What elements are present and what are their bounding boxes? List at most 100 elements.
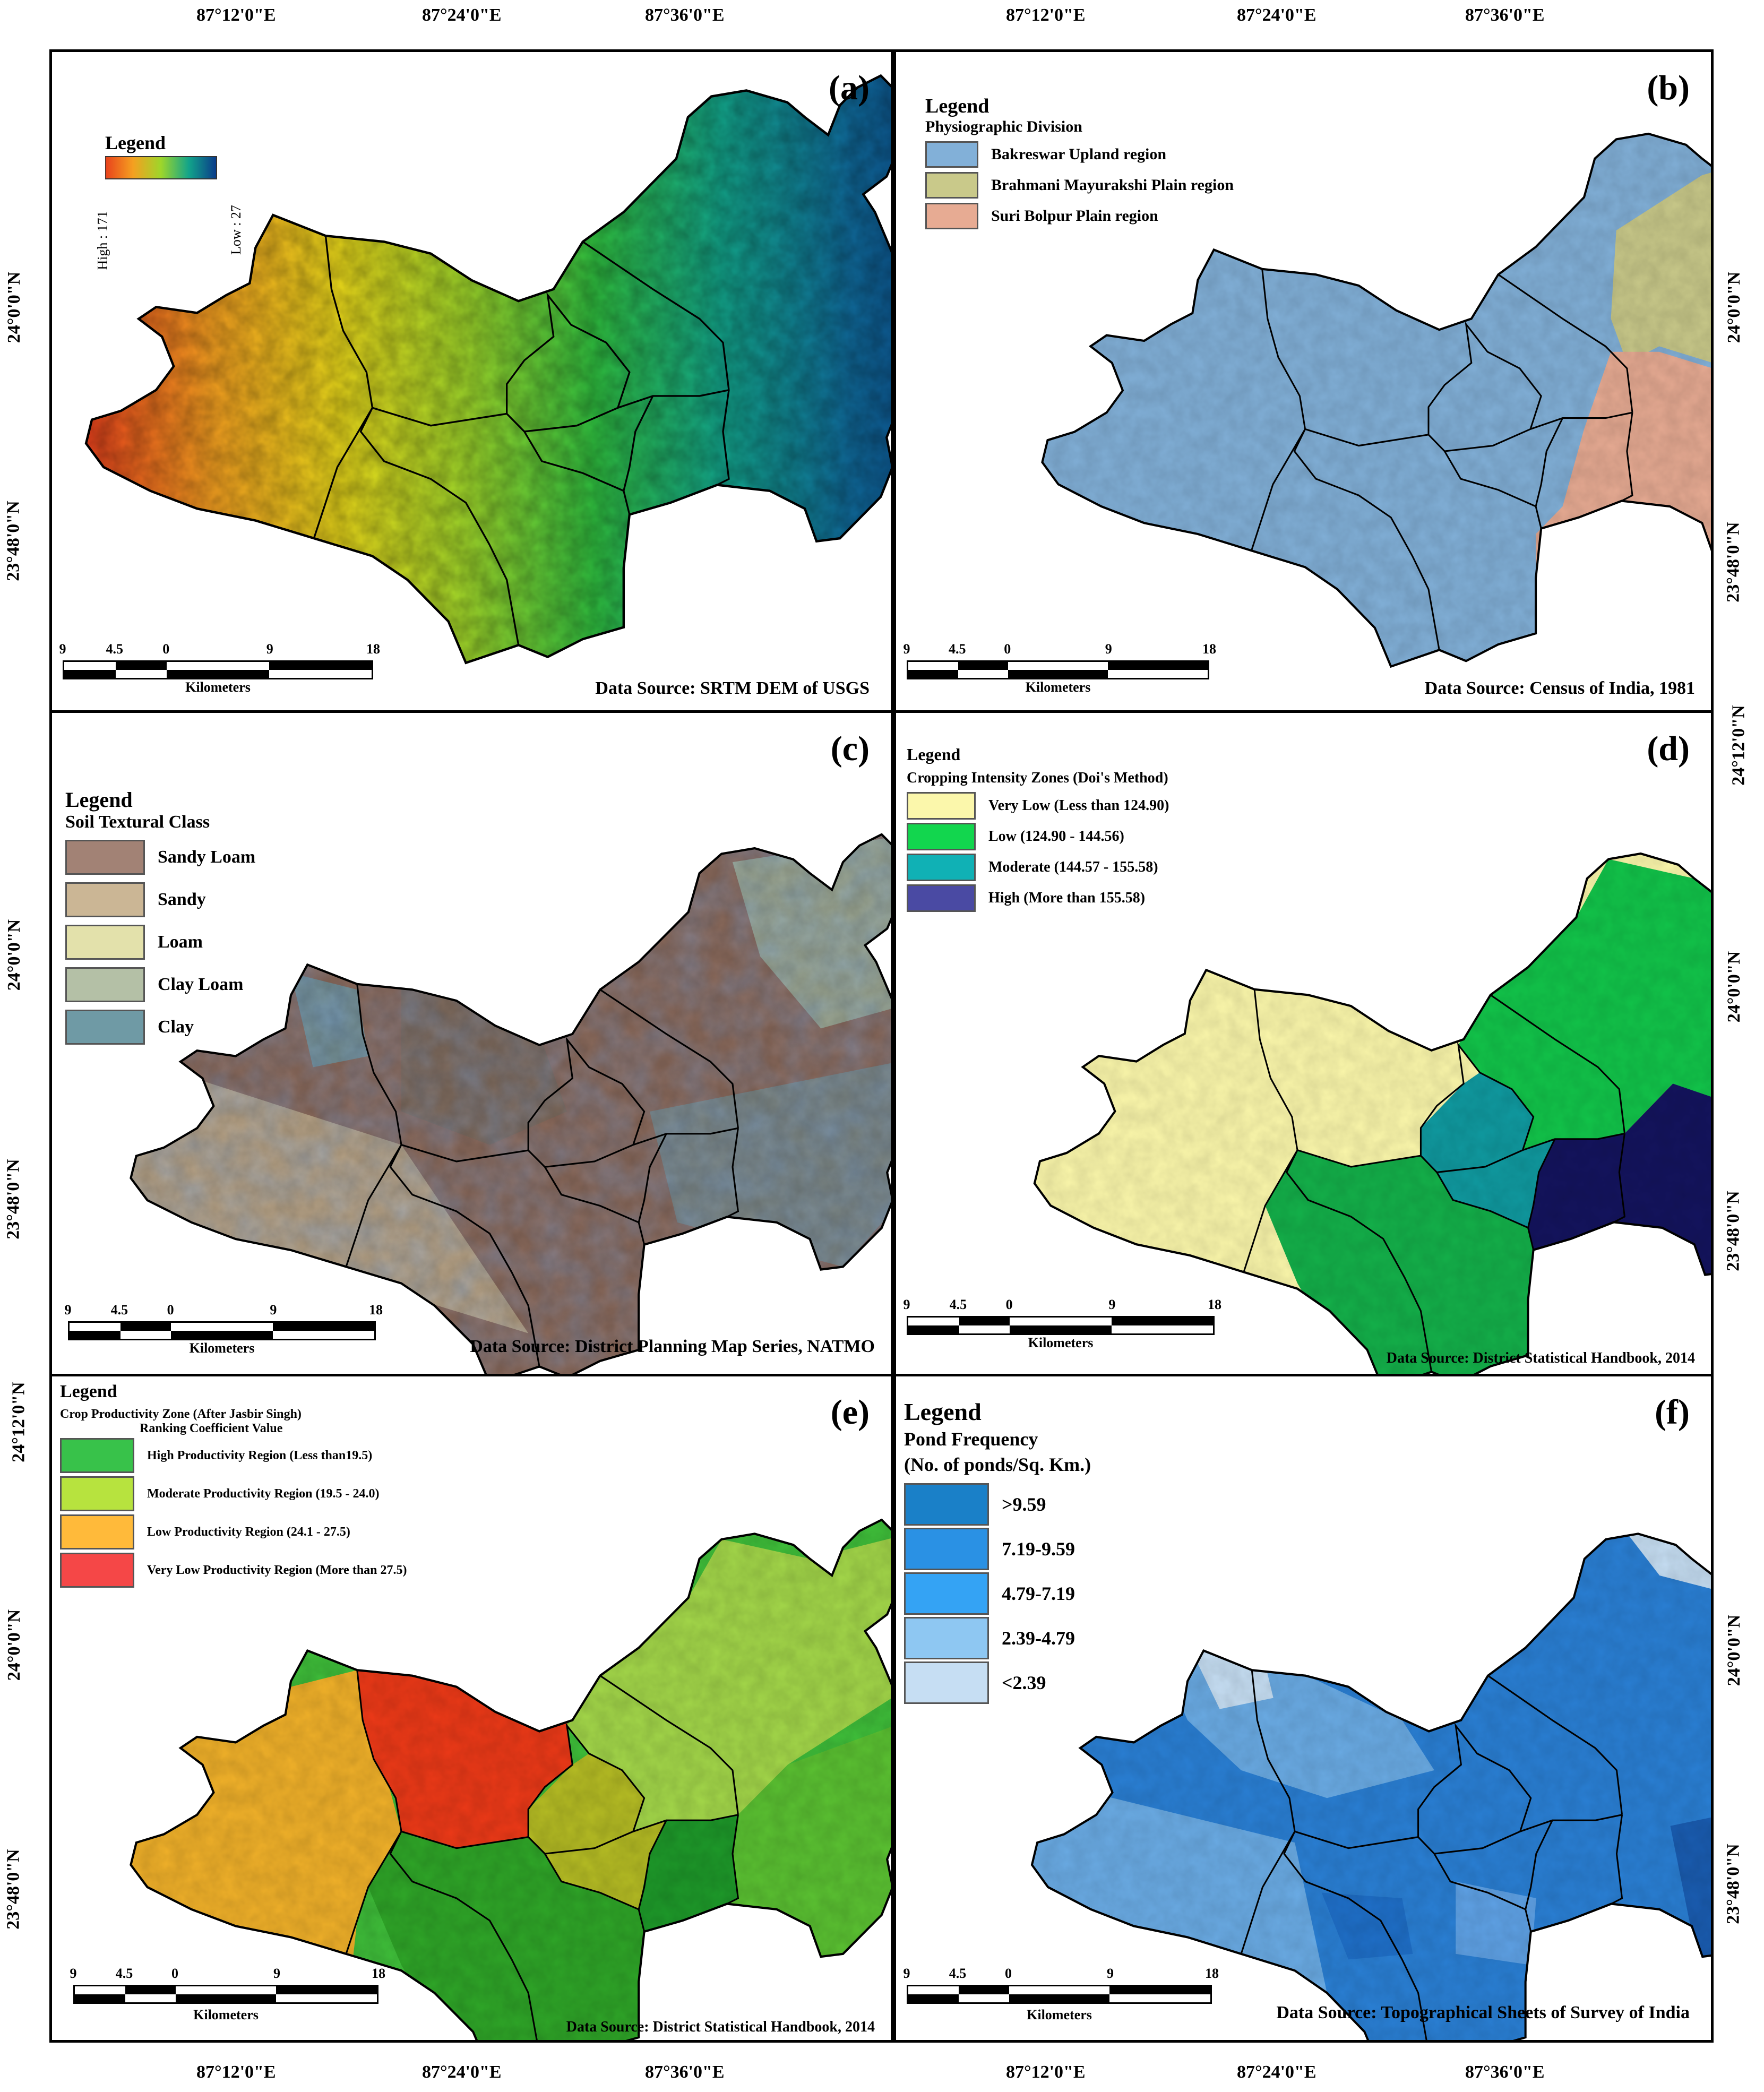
legend-item: 2.39-4.79 [904, 1617, 1091, 1659]
scale-bar: 9 4.5 0 9 18 Kilometers [64, 1302, 383, 1356]
lon-label: 87°24'0"E [422, 5, 502, 25]
scale-unit: Kilometers [1025, 679, 1091, 695]
legend: Legend Physiographic Division Bakreswar … [925, 94, 1234, 229]
scale-unit: Kilometers [193, 2007, 259, 2022]
legend-title: Legend [105, 132, 166, 153]
legend-item: Moderate Productivity Region (19.5 - 24.… [60, 1476, 407, 1511]
legend-item: <2.39 [904, 1661, 1091, 1704]
legend-item: Low Productivity Region (24.1 - 27.5) [60, 1514, 407, 1549]
lat-label: 24°0'0"N [4, 271, 24, 343]
legend-subtitle: Pond Frequency [904, 1428, 1038, 1450]
lat-label: 24°0'0"N [4, 919, 24, 991]
legend-title: Legend [65, 788, 133, 812]
legend-item: Very Low Productivity Region (More than … [60, 1553, 407, 1588]
panel-d-cropping-intensity-map: (d) Legend Cropping Intensity Zones (Doi… [893, 710, 1714, 1376]
legend-item: 7.19-9.59 [904, 1528, 1091, 1570]
lat-label: 24°0'0"N [1724, 1614, 1744, 1686]
panel-f-pond-frequency-map: (f) Legend Pond Frequency (No. of ponds/… [893, 1374, 1714, 2043]
legend-item: Bakreswar Upland region [925, 141, 1234, 168]
legend-item: Moderate (144.57 - 155.58) [907, 854, 1169, 881]
lon-label: 87°36'0"E [1465, 5, 1545, 25]
legend-item: Clay Loam [65, 967, 255, 1002]
lat-label: 23°48'0"N [1723, 1191, 1743, 1271]
cropping-intensity-map [896, 713, 1711, 1374]
panel-label: (f) [1655, 1393, 1690, 1432]
legend-item: >9.59 [904, 1483, 1091, 1526]
panel-label: (a) [829, 68, 870, 107]
lat-label: 24°12'0"N [1728, 705, 1749, 786]
scale-bar: 9 4.5 0 9 18 Kilometers [59, 641, 381, 695]
data-source: Data Source: District Statistical Handbo… [1386, 1350, 1695, 1366]
legend: Legend Crop Productivity Zone (After Jas… [60, 1382, 407, 1588]
panel-label: (d) [1647, 729, 1690, 768]
legend-item: Sandy [65, 882, 255, 917]
legend-subtitle: Cropping Intensity Zones (Doi's Method) [907, 770, 1168, 786]
low-value-label: Low : 27 [228, 205, 244, 255]
legend-subtitle: Physiographic Division [925, 118, 1082, 135]
scale-bar: 9 4.5 0 9 18 Kilometers [903, 641, 1217, 695]
legend-subtitle-2: (No. of ponds/Sq. Km.) [904, 1454, 1091, 1475]
legend-item: Sandy Loam [65, 840, 255, 875]
data-source: Data Source: SRTM DEM of USGS [595, 678, 870, 698]
legend-subtitle: Soil Textural Class [65, 812, 210, 832]
scale-unit: Kilometers [189, 1340, 255, 1356]
lon-label: 87°36'0"E [645, 2062, 725, 2082]
legend-item: High Productivity Region (Less than19.5) [60, 1438, 407, 1473]
data-source: Data Source: District Planning Map Serie… [470, 1337, 875, 1356]
legend: Legend Cropping Intensity Zones (Doi's M… [907, 745, 1169, 912]
panel-label: (b) [1647, 68, 1690, 107]
lon-label: 87°12'0"E [1006, 5, 1086, 25]
legend-subtitle: Crop Productivity Zone (After Jasbir Sin… [60, 1407, 302, 1421]
legend-item: Loam [65, 925, 255, 960]
legend-item: Brahmani Mayurakshi Plain region [925, 172, 1234, 199]
lon-label: 87°24'0"E [422, 2062, 502, 2082]
lon-label: 87°24'0"E [1237, 5, 1316, 25]
scale-bar: 9 4.5 0 9 18 Kilometers [903, 1297, 1222, 1350]
lat-label: 24°12'0"N [8, 1382, 29, 1462]
panel-label: (e) [830, 1393, 870, 1432]
legend-item: High (More than 155.58) [907, 884, 1169, 912]
lat-label: 24°0'0"N [4, 1609, 24, 1681]
crop-productivity-map [52, 1376, 891, 2040]
lon-label: 87°12'0"E [196, 2062, 276, 2082]
panel-b-physiographic-map: (b) Legend Physiographic Division Bakres… [893, 49, 1714, 713]
legend-title: Legend [904, 1398, 982, 1425]
data-source: Data Source: District Statistical Handbo… [566, 2019, 875, 2035]
legend: Legend [105, 132, 222, 183]
lon-label: 87°36'0"E [645, 5, 725, 25]
lat-label: 23°48'0"N [1723, 1844, 1743, 1924]
scale-unit: Kilometers [1027, 2007, 1092, 2022]
scale-bar: 9 4.5 0 9 18 Kilometers [903, 1966, 1219, 2022]
scale-unit: Kilometers [185, 679, 251, 695]
lon-label: 87°24'0"E [1237, 2062, 1316, 2082]
scale-unit: Kilometers [1028, 1335, 1094, 1350]
legend-item: Suri Bolpur Plain region [925, 203, 1234, 229]
panel-c-soil-map: (c) Legend Soil Textural Class Sandy Loa… [49, 710, 893, 1376]
legend: Legend Pond Frequency (No. of ponds/Sq. … [904, 1398, 1091, 1704]
high-value-label: High : 171 [94, 211, 110, 270]
soil-texture-map [52, 713, 891, 1374]
panel-a-elevation-map: (a) Legend High : 171 Low : 27 9 4.5 0 9 18 … [49, 49, 893, 713]
lat-label: 24°0'0"N [1724, 951, 1744, 1023]
lat-label: 23°48'0"N [3, 1849, 23, 1930]
legend-item: Clay [65, 1010, 255, 1045]
scale-bar: 9 4.5 0 9 18 Kilometers [70, 1966, 386, 2022]
elevation-color-ramp [105, 156, 217, 179]
legend-title: Legend [925, 95, 989, 117]
lat-label: 23°48'0"N [1723, 522, 1743, 602]
lat-label: 23°48'0"N [3, 501, 23, 581]
lon-label: 87°12'0"E [1006, 2062, 1086, 2082]
data-source: Data Source: Census of India, 1981 [1424, 678, 1695, 698]
legend-title: Legend [907, 745, 961, 764]
legend-item: Low (124.90 - 144.56) [907, 823, 1169, 850]
panel-e-crop-productivity-map: (e) Legend Crop Productivity Zone (After… [49, 1374, 893, 2043]
legend-subtitle-2: Ranking Coefficient Value [140, 1422, 283, 1435]
lon-label: 87°36'0"E [1465, 2062, 1545, 2082]
lon-label: 87°12'0"E [196, 5, 276, 25]
legend-item: 4.79-7.19 [904, 1572, 1091, 1615]
legend-title: Legend [60, 1382, 117, 1401]
legend: Legend Soil Textural Class Sandy Loam Sa… [65, 787, 255, 1045]
lat-label: 24°0'0"N [1724, 271, 1744, 343]
physiographic-map [896, 52, 1711, 713]
panel-label: (c) [830, 729, 870, 768]
